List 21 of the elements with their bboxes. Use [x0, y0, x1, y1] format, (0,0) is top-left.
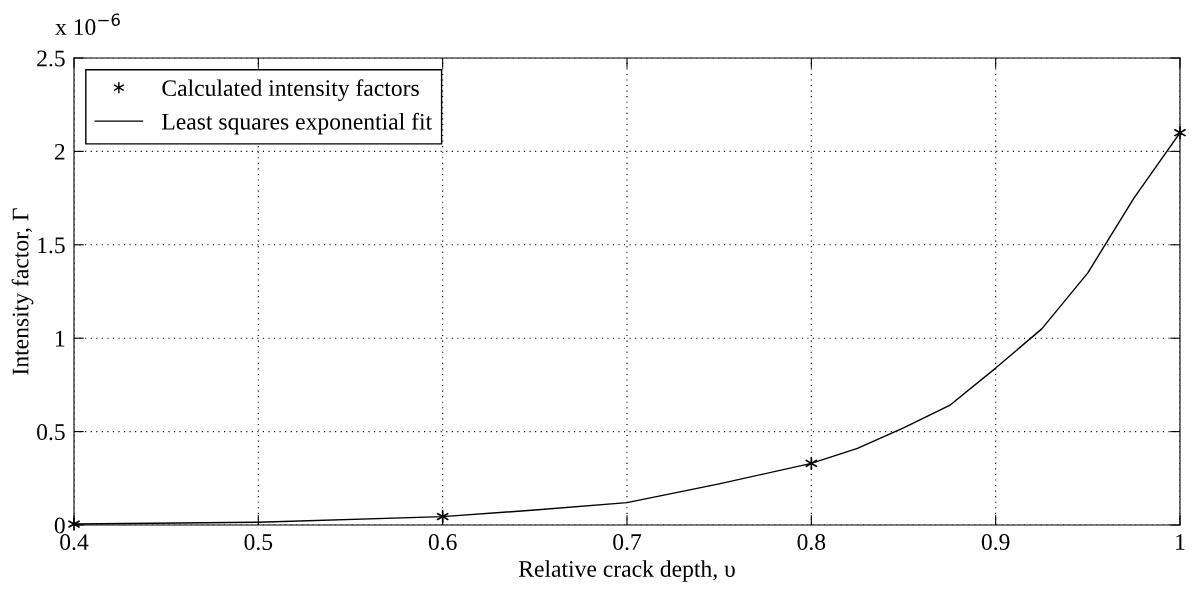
- x-tick-label: 0.4: [60, 534, 89, 551]
- y-tick-label: 2.5: [37, 50, 65, 67]
- text: x 10$^{−6}$: [55, 13, 120, 36]
- y-tick-label: 1: [55, 330, 65, 347]
- x-tick-label: 1: [1176, 534, 1185, 550]
- x-tick-label: 0.9: [981, 534, 1010, 551]
- x-tick-label: 0.6: [428, 534, 457, 551]
- y-axis-title: Intensity factor, Γ: [11, 208, 34, 375]
- y-tick-label: 0: [54, 517, 65, 534]
- point: [805, 456, 818, 471]
- y-tick-label: 1.5: [38, 237, 65, 254]
- legend-label: Least squares exponential fit: [162, 112, 432, 135]
- x-tick-label: 0.7: [613, 534, 642, 551]
- x-tick-label: 0.8: [797, 534, 826, 551]
- point: [1174, 126, 1186, 140]
- y-tick-label: 2: [54, 143, 65, 160]
- point: [436, 509, 449, 524]
- legend-label: Calculated intensity factors: [162, 79, 419, 101]
- x-axis-title: Relative crack depth, υ: [518, 560, 735, 582]
- x-tick-label: 0.5: [244, 534, 273, 551]
- y-tick-label: 0.5: [37, 424, 65, 441]
